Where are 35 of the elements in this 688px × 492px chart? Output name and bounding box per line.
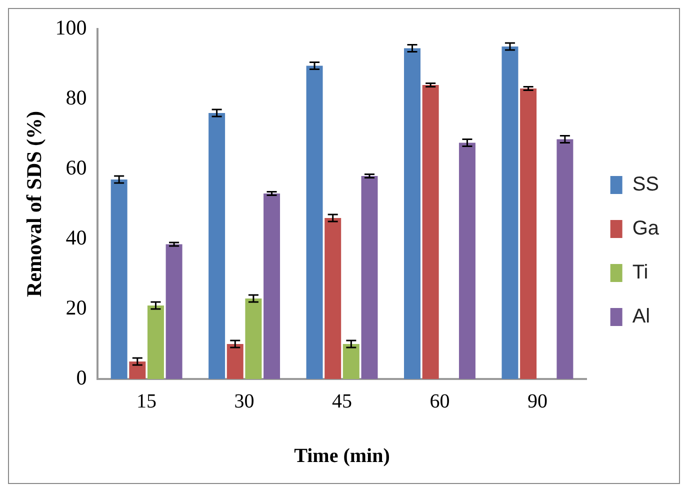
bar — [306, 66, 323, 379]
x-tick-label: 90 — [527, 390, 548, 412]
y-tick-label: 0 — [76, 366, 87, 390]
bar — [166, 244, 182, 379]
bar — [208, 113, 226, 379]
bar — [264, 194, 280, 379]
y-tick-label: 40 — [66, 226, 87, 250]
bar — [342, 344, 360, 379]
bar — [245, 298, 262, 379]
x-axis-title: Time (min) — [294, 445, 390, 468]
bar — [502, 46, 518, 379]
bar — [422, 85, 439, 379]
y-tick-label: 100 — [55, 16, 87, 40]
bar — [129, 362, 146, 379]
x-tick-label: 15 — [136, 390, 157, 412]
bar — [147, 306, 164, 379]
bar — [110, 180, 128, 379]
x-tick-label: 30 — [234, 390, 254, 412]
bar — [404, 48, 420, 379]
legend-label: Ti — [632, 262, 648, 284]
bar — [556, 139, 574, 379]
bar — [458, 142, 476, 379]
x-tick-label: 45 — [332, 390, 352, 412]
y-tick-label: 60 — [66, 156, 87, 180]
bar — [324, 218, 342, 379]
legend-label: SS — [632, 174, 660, 196]
y-axis-title: Removal of SDS (%) — [22, 110, 46, 298]
bar — [361, 176, 378, 379]
y-tick-label: 80 — [66, 86, 87, 110]
legend-label: Ga — [632, 218, 660, 240]
y-tick-label: 20 — [66, 296, 87, 320]
x-tick-label: 60 — [430, 390, 450, 412]
bar — [226, 344, 244, 379]
legend-label: Al — [632, 306, 650, 328]
bar — [520, 88, 537, 379]
